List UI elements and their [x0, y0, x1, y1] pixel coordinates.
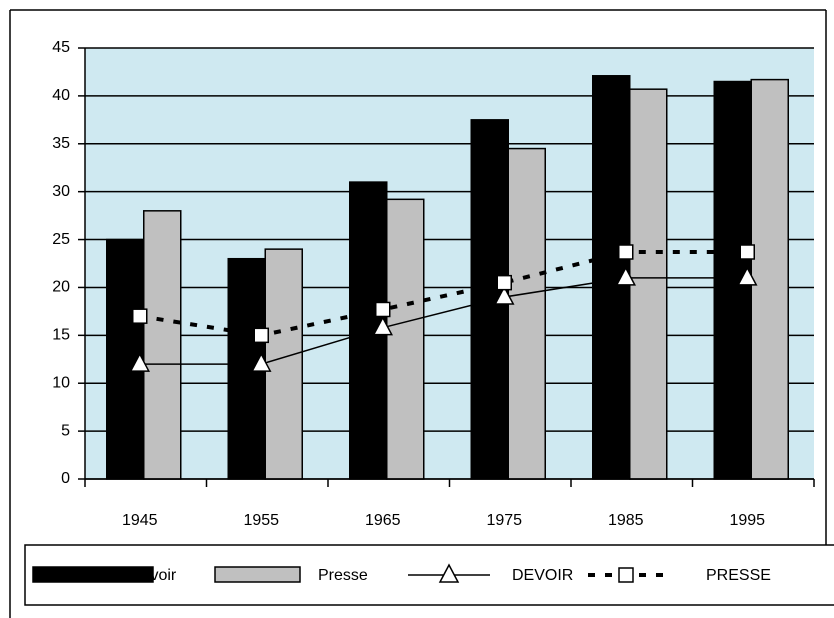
bar	[386, 198, 425, 480]
bar	[750, 78, 789, 480]
legend-swatch	[214, 566, 301, 583]
marker	[253, 327, 269, 344]
x-tick-label: 1945	[122, 512, 158, 529]
marker	[132, 308, 148, 324]
y-tick-label: 5	[61, 422, 70, 439]
y-tick-label: 45	[52, 39, 70, 56]
marker	[618, 244, 634, 260]
marker	[129, 352, 150, 372]
legend-marker	[438, 563, 460, 583]
line	[139, 250, 748, 338]
legend-label: Presse	[318, 567, 368, 584]
x-tick-label: 1995	[729, 512, 765, 529]
legend-label: Devoir	[130, 567, 177, 584]
marker	[375, 301, 391, 318]
y-tick-label: 25	[52, 231, 70, 248]
legend-swatch	[32, 566, 154, 583]
legend-label: DEVOIR	[512, 567, 573, 584]
marker	[494, 285, 515, 305]
legend-label: PRESSE	[706, 567, 771, 584]
legend-marker	[618, 567, 634, 583]
bar	[507, 147, 546, 480]
x-tick-label: 1985	[608, 512, 644, 529]
plot-area	[85, 48, 814, 479]
y-tick-label: 20	[52, 279, 70, 296]
marker	[737, 266, 758, 286]
marker	[372, 316, 393, 336]
y-tick-label: 0	[61, 470, 70, 487]
y-tick-label: 10	[52, 374, 70, 391]
line	[139, 277, 748, 365]
y-tick-label: 15	[52, 327, 70, 344]
x-tick-label: 1975	[486, 512, 522, 529]
bar	[143, 210, 182, 480]
y-tick-label: 30	[52, 183, 70, 200]
y-tick-label: 40	[52, 87, 70, 104]
bar	[264, 248, 303, 480]
marker	[615, 266, 636, 286]
x-tick-label: 1965	[365, 512, 401, 529]
marker	[251, 352, 272, 372]
bar	[629, 88, 668, 480]
marker	[739, 244, 755, 260]
marker	[496, 274, 512, 291]
x-tick-label: 1955	[243, 512, 279, 529]
y-tick-label: 35	[52, 135, 70, 152]
